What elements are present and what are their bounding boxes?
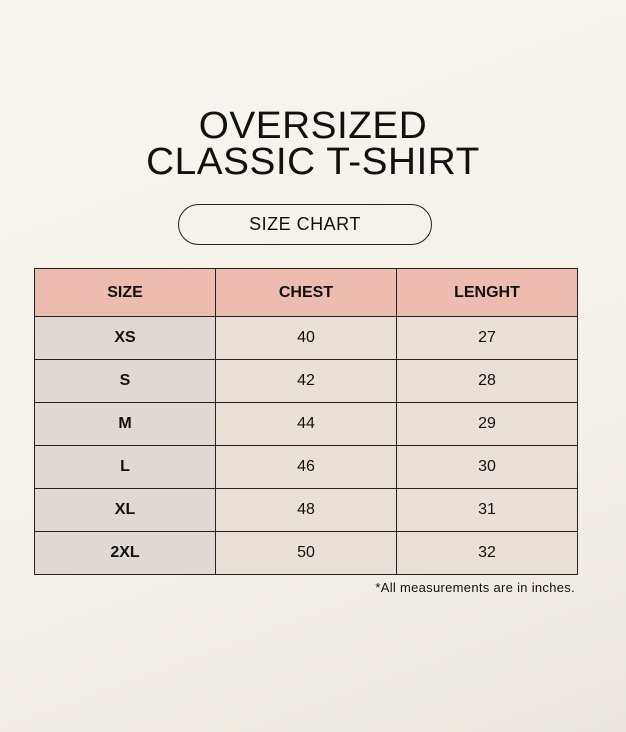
chest-cell: 44 — [215, 402, 397, 446]
length-cell: 31 — [396, 488, 578, 532]
chest-cell: 50 — [215, 531, 397, 575]
size-chart-badge: SIZE CHART — [178, 204, 432, 245]
table-row: 2XL 50 32 — [34, 531, 578, 575]
length-cell: 29 — [396, 402, 578, 446]
size-cell: XS — [34, 316, 216, 360]
size-cell: 2XL — [34, 531, 216, 575]
header-size: SIZE — [34, 268, 216, 317]
measurement-note: *All measurements are in inches. — [375, 580, 575, 595]
length-cell: 30 — [396, 445, 578, 489]
chest-cell: 40 — [215, 316, 397, 360]
table-row: XL 48 31 — [34, 488, 578, 532]
title-line-1: OVERSIZED — [198, 105, 428, 147]
table-row: L 46 30 — [34, 445, 578, 489]
size-cell: S — [34, 359, 216, 403]
size-table: SIZE CHEST LENGHT XS 40 27 S 42 28 M 44 29 L 46 30 X… — [34, 268, 578, 575]
table-row: M 44 29 — [34, 402, 578, 446]
length-cell: 27 — [396, 316, 578, 360]
length-cell: 28 — [396, 359, 578, 403]
table-row: S 42 28 — [34, 359, 578, 403]
header-chest: CHEST — [215, 268, 397, 317]
chest-cell: 42 — [215, 359, 397, 403]
table-header-row: SIZE CHEST LENGHT — [34, 268, 578, 317]
header-length: LENGHT — [396, 268, 578, 317]
chest-cell: 46 — [215, 445, 397, 489]
chest-cell: 48 — [215, 488, 397, 532]
page-title: OVERSIZED CLASSIC T-SHIRT — [0, 105, 626, 183]
size-cell: XL — [34, 488, 216, 532]
size-cell: L — [34, 445, 216, 489]
table-row: XS 40 27 — [34, 316, 578, 360]
size-cell: M — [34, 402, 216, 446]
title-line-2: CLASSIC T-SHIRT — [146, 141, 480, 183]
length-cell: 32 — [396, 531, 578, 575]
